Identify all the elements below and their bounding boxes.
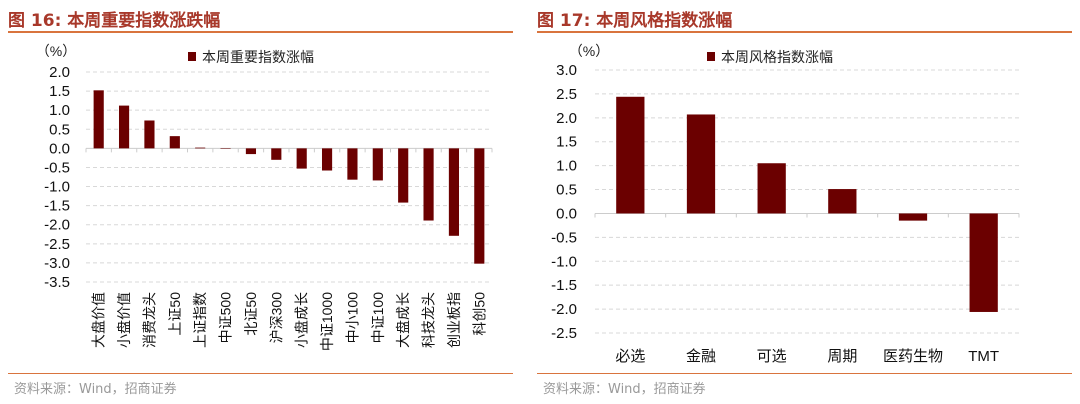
bar-大盘价值 [93, 90, 104, 149]
y-axis-unit: （%） [569, 43, 609, 59]
x-tick-label: 中小100 [344, 292, 360, 344]
x-tick-label: 上证50 [167, 292, 183, 336]
y-tick-label: -1.0 [551, 253, 577, 270]
bar-TMT [969, 213, 998, 312]
x-tick-label: 金融 [686, 348, 716, 365]
y-tick-label: -2.5 [44, 236, 70, 253]
chart-right: （%） 本周风格指数涨幅 3.0 2.5 2.0 1.5 1.0 0.5 0.0 -0.5 -1.0… [551, 43, 1020, 365]
bar-科技龙头 [423, 148, 434, 221]
legend-label: 本周重要指数涨幅 [202, 49, 314, 65]
panel-right: 图 17: 本周风格指数涨幅 （%） 本周风格指数涨幅 3.0 2.5 2.0 1.5 1.… [537, 0, 1072, 404]
source-note: 资料来源：Wind，招商证券 [14, 382, 177, 397]
x-tick-label: 科技龙头 [421, 292, 437, 348]
bar-上证50 [169, 136, 180, 149]
x-tick-label: 可选 [757, 348, 787, 365]
x-tick-label: 小盘成长 [294, 292, 310, 348]
y-tick-label: 3.0 [556, 62, 577, 79]
x-tick-label: 大盘成长 [395, 292, 411, 348]
y-tick-label: -2.0 [551, 301, 577, 318]
x-tick-label: 中证1000 [319, 292, 335, 351]
bar-医药生物 [898, 213, 928, 221]
y-tick-label: -2.5 [551, 325, 577, 342]
x-tick-label: 消费龙头 [141, 292, 157, 348]
bar-必选 [616, 96, 645, 214]
x-tick-label: 上证指数 [192, 292, 208, 348]
y-tick-label: -3.0 [44, 255, 70, 272]
y-tick-label: -2.0 [44, 217, 70, 234]
y-axis-unit: （%） [36, 43, 76, 59]
y-tick-label: 1.5 [49, 83, 70, 100]
bar-北证50 [245, 148, 257, 155]
y-tick-label: 0.5 [556, 182, 577, 199]
x-tick-label: 医药生物 [883, 348, 943, 365]
y-tick-label: 0.0 [556, 205, 577, 222]
title-divider [537, 31, 1072, 33]
y-tick-label: -0.5 [44, 159, 70, 176]
footer-divider [8, 373, 513, 374]
title-divider [8, 31, 513, 33]
legend-label: 本周风格指数涨幅 [721, 49, 833, 65]
y-tick-label: -1.0 [44, 179, 70, 196]
bar-周期 [828, 189, 857, 214]
x-tick-label: 小盘价值 [116, 292, 132, 348]
x-tick-label: 大盘价值 [91, 292, 107, 348]
x-tick-label: 科创50 [471, 292, 487, 336]
bar-消费龙头 [144, 120, 155, 149]
x-tick-label: 创业板指 [446, 292, 462, 348]
source-note: 资料来源：Wind，招商证券 [543, 382, 706, 397]
x-tick-label: 北证50 [243, 292, 259, 336]
y-tick-label: 2.0 [49, 64, 70, 81]
x-tick-label: 必选 [615, 348, 645, 365]
bar-科创50 [474, 148, 485, 264]
chart-title: 图 16: 本周重要指数涨跌幅 [8, 11, 221, 31]
bar-中证100 [372, 148, 383, 181]
bar-可选 [757, 163, 786, 214]
y-tick-label: 2.5 [556, 86, 577, 103]
legend-swatch [707, 52, 715, 61]
bar-中证1000 [321, 148, 333, 171]
bar-沪深300 [271, 148, 282, 160]
panel-left: 图 16: 本周重要指数涨跌幅 （%） 本周重要指数涨幅 2.0 1.5 1.0 0.5 0… [8, 0, 513, 404]
y-tick-label: 0.5 [49, 121, 70, 138]
x-tick-label: 中证100 [370, 292, 386, 344]
x-tick-label: 周期 [827, 348, 857, 365]
bar-小盘价值 [118, 105, 130, 149]
y-tick-label: -0.5 [551, 229, 577, 246]
bar-金融 [686, 114, 716, 214]
x-tick-label: 中证500 [218, 292, 234, 344]
bar-上证指数 [195, 147, 206, 149]
y-tick-label: 1.0 [49, 102, 70, 119]
chart-title: 图 17: 本周风格指数涨幅 [537, 11, 733, 31]
bar-小盘成长 [296, 148, 307, 169]
y-tick-label: -3.5 [44, 274, 70, 291]
bar-创业板指 [448, 148, 460, 236]
legend-swatch [188, 52, 196, 61]
y-tick-label: -1.5 [551, 277, 577, 294]
x-tick-label: 沪深300 [268, 292, 284, 344]
y-tick-label: 1.5 [556, 134, 577, 151]
chart-left: （%） 本周重要指数涨幅 2.0 1.5 1.0 0.5 0.0 -0.5 -1.0 -1.5 -2… [36, 43, 493, 351]
footer-divider [537, 373, 1072, 374]
bar-中证500 [220, 148, 231, 149]
y-tick-label: 0.0 [49, 140, 70, 157]
y-tick-label: 1.0 [556, 158, 577, 175]
y-tick-label: -1.5 [44, 198, 70, 215]
x-tick-label: TMT [968, 348, 999, 365]
bar-中小100 [347, 148, 358, 180]
bar-大盘成长 [398, 148, 409, 203]
y-tick-label: 2.0 [556, 110, 577, 127]
